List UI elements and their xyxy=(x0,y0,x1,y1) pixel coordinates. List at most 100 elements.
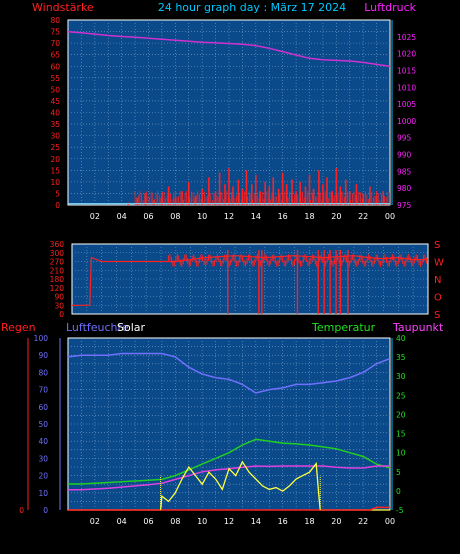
x-tick-label: 20 xyxy=(331,212,341,221)
pressure-y-tick: 1005 xyxy=(397,100,416,109)
compass-tick: S xyxy=(434,240,440,251)
x-tick-label: 08 xyxy=(170,517,180,526)
pressure-y-tick: 1010 xyxy=(397,83,416,92)
x-tick-label: 04 xyxy=(117,212,127,221)
direction-y-tick: 270 xyxy=(50,258,65,267)
pressure-y-tick: 1000 xyxy=(397,117,416,126)
wind-y-tick: 65 xyxy=(50,51,60,60)
temperature-y-tick: 25 xyxy=(396,391,406,400)
wind-y-tick: 0 xyxy=(55,201,60,210)
pressure-y-tick: 995 xyxy=(397,134,412,143)
x-tick-label: 12 xyxy=(224,517,234,526)
wind-y-tick: 10 xyxy=(50,178,60,187)
humidity-y-tick: 70 xyxy=(38,386,48,395)
solar-line xyxy=(68,460,390,511)
direction-y-tick: 180 xyxy=(50,275,65,284)
temperature-axis-title: Temperatur xyxy=(311,321,376,334)
wind-y-tick: 25 xyxy=(50,143,60,152)
wind-y-tick: 70 xyxy=(50,39,60,48)
wind-y-tick: 5 xyxy=(55,189,60,198)
wind-y-tick: 75 xyxy=(50,28,60,37)
pressure-y-tick: 985 xyxy=(397,167,412,176)
pressure-y-tick: 990 xyxy=(397,151,412,160)
temperature-y-tick: 30 xyxy=(396,372,406,381)
humidity-y-tick: 80 xyxy=(38,368,48,377)
direction-y-tick: 120 xyxy=(50,284,65,293)
rain-y-tick: 0 xyxy=(19,506,24,515)
pressure-axis: 975 980 985 990 995 1000 1005 1010 1015 1020 1025 xyxy=(397,33,416,210)
humidity-y-tick: 20 xyxy=(38,472,48,481)
wind-y-tick: 55 xyxy=(50,74,60,83)
wind-y-tick: 15 xyxy=(50,166,60,175)
x-tick-label: 18 xyxy=(304,212,314,221)
compass-tick: O xyxy=(434,293,442,304)
temperature-y-tick: -5 xyxy=(396,506,404,515)
temperature-y-tick: 40 xyxy=(396,334,406,343)
humidity-axis-title: Luftfeuchte xyxy=(66,321,129,334)
temperature-y-tick: 10 xyxy=(396,449,406,458)
x-tick-label: 22 xyxy=(358,517,368,526)
humidity-y-tick: 0 xyxy=(43,506,48,515)
wind-y-tick: 40 xyxy=(50,109,60,118)
wind-y-tick: 80 xyxy=(50,16,60,25)
dewpoint-axis-title: Taupunkt xyxy=(392,321,444,334)
humidity-y-tick: 30 xyxy=(38,454,48,463)
wind-y-tick: 45 xyxy=(50,97,60,106)
direction-y-tick: 210 xyxy=(50,266,65,275)
rain-line xyxy=(68,506,390,511)
humidity-y-tick: 100 xyxy=(34,334,49,343)
humidity-y-tick: 90 xyxy=(38,351,48,360)
humidity-line xyxy=(67,352,391,394)
x-tick-label: 16 xyxy=(278,517,288,526)
compass-tick: N xyxy=(434,275,441,286)
x-tick-label: 22 xyxy=(358,212,368,221)
chart-title: 24 hour graph day : März 17 2024 xyxy=(158,1,346,14)
x-tick-label: 12 xyxy=(224,212,234,221)
temperature-y-tick: 20 xyxy=(396,410,406,419)
panel-1: 0510152025303540455055606570758097598098… xyxy=(50,16,416,221)
wind-y-tick: 60 xyxy=(50,62,60,71)
solar-axis-title: Solar xyxy=(117,321,146,334)
x-tick-label: 06 xyxy=(143,212,153,221)
compass-tick: W xyxy=(434,258,444,269)
wind-y-tick: 50 xyxy=(50,85,60,94)
temperature-y-tick: 15 xyxy=(396,430,406,439)
temperature-line xyxy=(68,438,391,485)
wind-axis-title: Windstärke xyxy=(32,1,94,14)
rain-axis-title: Regen xyxy=(1,321,36,334)
x-tick-label: 02 xyxy=(90,212,100,221)
x-tick-label: 14 xyxy=(251,212,261,221)
x-tick-label: 00 xyxy=(385,212,395,221)
panels: 0510152025303540455055606570758097598098… xyxy=(19,16,444,526)
x-tick-label: 04 xyxy=(117,517,127,526)
x-tick-label: 10 xyxy=(197,517,207,526)
x-tick-label: 02 xyxy=(90,517,100,526)
compass-tick: S xyxy=(434,310,440,321)
direction-y-tick: 300 xyxy=(50,249,65,258)
pressure-line xyxy=(67,31,391,68)
pressure-y-tick: 1020 xyxy=(397,50,416,59)
humidity-y-tick: 60 xyxy=(38,403,48,412)
pressure-y-tick: 980 xyxy=(397,184,412,193)
x-tick-label: 14 xyxy=(251,517,261,526)
humidity-y-tick: 50 xyxy=(38,420,48,429)
temperature-y-tick: 35 xyxy=(396,353,406,362)
wind-y-tick: 35 xyxy=(50,120,60,129)
direction-y-tick: 30 xyxy=(54,301,64,310)
temperature-y-tick: 5 xyxy=(396,468,401,477)
pressure-y-tick: 975 xyxy=(397,201,412,210)
pressure-y-tick: 1025 xyxy=(397,33,416,42)
x-tick-label: 00 xyxy=(385,517,395,526)
pressure-y-tick: 1015 xyxy=(397,66,416,75)
wind-y-tick: 30 xyxy=(50,132,60,141)
direction-y-tick: 360 xyxy=(50,240,65,249)
wind-y-tick: 20 xyxy=(50,155,60,164)
x-tick-label: 20 xyxy=(331,517,341,526)
x-tick-label: 16 xyxy=(278,212,288,221)
humidity-y-tick: 40 xyxy=(38,437,48,446)
panel-3: 0 0 10 20 30 40 50 60 70 80 90 100 -5 0 5 10 15 20 25 30 35 4… xyxy=(19,334,406,526)
direction-y-tick: 0 xyxy=(59,310,64,319)
direction-y-tick: 90 xyxy=(54,293,64,302)
